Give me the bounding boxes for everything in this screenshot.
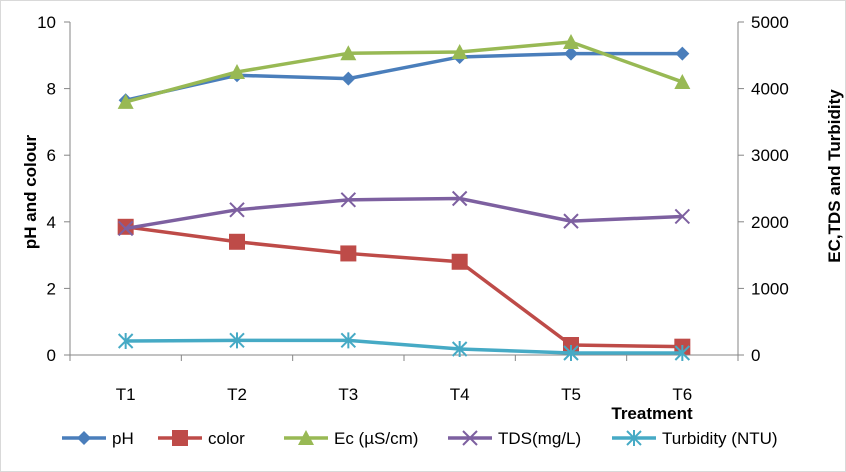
x-tick-label: T4 — [450, 385, 470, 404]
data-point-turbidity-ntu — [674, 345, 691, 362]
legend-marker-ph — [77, 431, 91, 445]
legend-marker-turbidity-ntu — [626, 430, 642, 446]
data-point-color — [451, 253, 468, 270]
legend-item-turbidity-ntu: Turbidity (NTU) — [612, 429, 778, 448]
data-point-tds-mg-l — [674, 208, 691, 225]
x-tick-label: T2 — [227, 385, 247, 404]
data-point-turbidity-ntu — [563, 345, 579, 362]
y-tick-left-label: 2 — [47, 279, 56, 298]
y-tick-left-label: 10 — [37, 13, 56, 32]
data-point-color — [340, 245, 357, 262]
y-tick-right-label: 3000 — [751, 146, 789, 165]
series-turbidity-ntu — [117, 332, 691, 362]
legend-label-color: color — [208, 429, 245, 448]
y-axis-right-title: EC,TDS and Turbidity — [825, 89, 844, 263]
data-point-ec-s-cm — [340, 45, 357, 61]
data-point-turbidity-ntu — [229, 332, 245, 349]
series-line-ec-s-cm — [125, 40, 683, 104]
data-point-ph — [564, 46, 578, 61]
legend-marker-ec-s-cm — [298, 430, 314, 445]
y-tick-right-label: 0 — [751, 346, 760, 365]
y-tick-left-label: 0 — [47, 346, 56, 365]
legend-marker-color — [172, 430, 188, 446]
y-tick-right-label: 5000 — [751, 13, 789, 32]
series-line-tds-mg-l — [125, 196, 683, 231]
legend-item-ec-s-cm: Ec (µS/cm) — [284, 429, 418, 448]
y-tick-right-label: 1000 — [751, 279, 789, 298]
legend-marker-tds-mg-l — [462, 430, 478, 446]
data-point-tds-mg-l — [340, 192, 357, 208]
legend-item-ph: pH — [62, 429, 134, 448]
y-tick-left-label: 8 — [47, 80, 56, 99]
legend-label-tds-mg-l: TDS(mg/L) — [498, 429, 581, 448]
series-line-ph — [125, 51, 683, 102]
data-point-tds-mg-l — [563, 213, 579, 229]
y-tick-right-label: 2000 — [751, 213, 789, 232]
data-point-ec-s-cm — [563, 33, 579, 49]
legend-label-ec-s-cm: Ec (µS/cm) — [334, 429, 418, 448]
x-tick-label: T5 — [561, 385, 581, 404]
legend-label-ph: pH — [112, 429, 134, 448]
data-point-turbidity-ntu — [117, 333, 134, 350]
data-point-ph — [675, 46, 690, 61]
series-ec-s-cm — [117, 33, 691, 109]
data-point-tds-mg-l — [117, 220, 134, 237]
series-line-color — [125, 225, 683, 349]
legend-label-turbidity-ntu: Turbidity (NTU) — [662, 429, 778, 448]
legend: pH color Ec (µS/cm) TDS(mg/L) Turbidity (NTU… — [62, 429, 778, 448]
data-point-ec-s-cm — [674, 73, 691, 89]
data-point-tds-mg-l — [451, 190, 468, 207]
series-line-turbidity-ntu — [125, 338, 683, 355]
data-point-ph — [341, 71, 356, 86]
series-layer — [117, 33, 691, 362]
legend-item-color: color — [158, 429, 245, 448]
data-point-ec-s-cm — [117, 93, 134, 109]
data-point-turbidity-ntu — [451, 341, 468, 358]
y-axis-left-title: pH and colour — [21, 134, 40, 249]
x-tick-label: T1 — [116, 385, 136, 404]
data-point-color — [229, 233, 245, 250]
data-point-ec-s-cm — [229, 63, 245, 79]
y-tick-left-label: 4 — [47, 213, 56, 232]
x-tick-label: T3 — [338, 385, 358, 404]
x-tick-label: T6 — [672, 385, 692, 404]
x-axis-title: Treatment — [611, 404, 693, 423]
series-tds-mg-l — [117, 190, 691, 237]
y-tick-right-label: 4000 — [751, 80, 789, 99]
data-point-tds-mg-l — [229, 202, 245, 218]
axes: 0 2 4 6 8 10 0 1000 2000 3000 4000 5000 T1 T2 T3 T4 T5 T6 — [37, 13, 789, 404]
data-point-ec-s-cm — [451, 43, 468, 59]
y-tick-left-label: 6 — [47, 146, 56, 165]
data-point-turbidity-ntu — [340, 332, 357, 349]
legend-item-tds-mg-l: TDS(mg/L) — [448, 429, 581, 448]
